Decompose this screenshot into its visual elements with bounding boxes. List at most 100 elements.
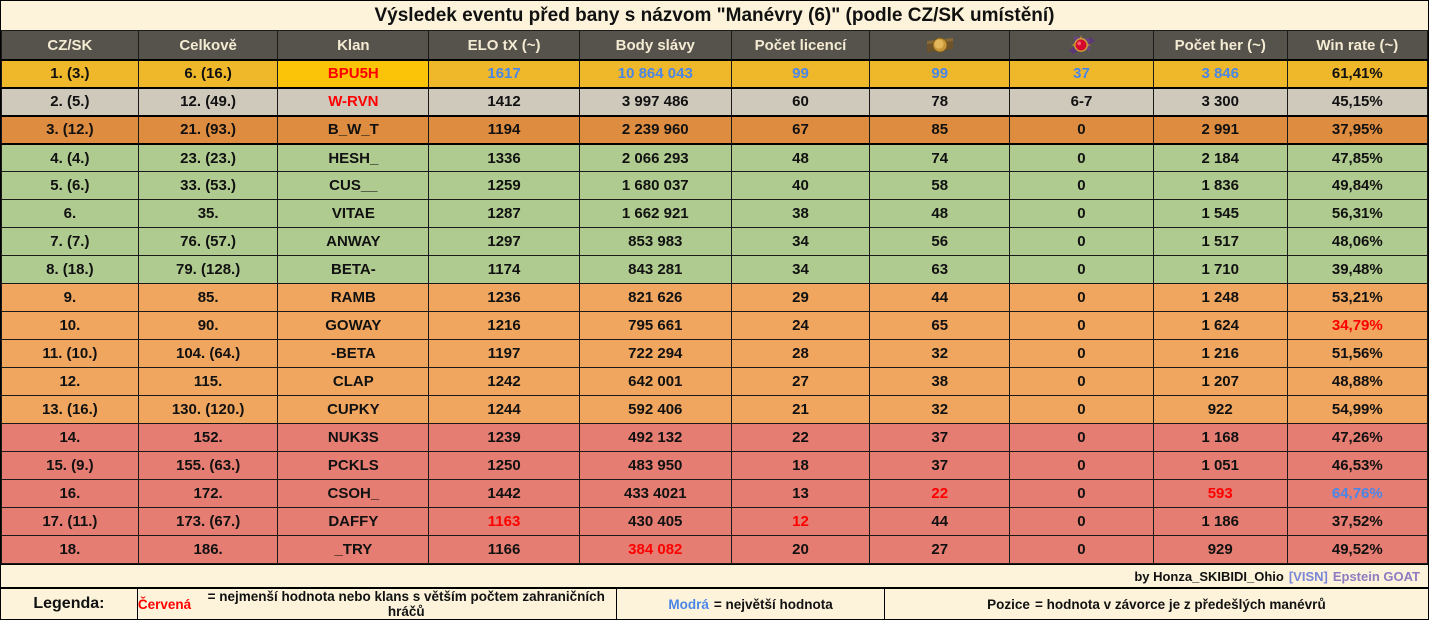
cell-pocet_licenci: 24 — [730, 311, 871, 341]
cell-celkove: 35. — [137, 199, 279, 229]
table-body: 1. (3.) 6. (16.) BPU5H 1617 10 864 043 99 99 37… — [1, 58, 1428, 565]
cell-ruby_medal: 6-7 — [1009, 86, 1154, 117]
table-row: 1. (3.) 6. (16.) BPU5H 1617 10 864 043 99 99 37… — [1, 58, 1428, 89]
cell-gold_medal: 85 — [869, 114, 1011, 145]
cell-ruby_medal: 0 — [1009, 255, 1154, 285]
cell-czsk: 3. (12.) — [1, 114, 139, 145]
cell-body_slavy: 1 680 037 — [578, 171, 732, 201]
cell-celkove: 76. (57.) — [137, 227, 279, 257]
cell-klan: DAFFY — [277, 507, 430, 537]
cell-elo_tx: 1174 — [428, 255, 580, 285]
gold-medal-icon — [869, 30, 1011, 61]
table-row: 16. 172. CSOH_ 1442 433 4021 13 22 0 593 64,76% — [1, 479, 1428, 509]
table-row: 13. (16.) 130. (120.) CUPKY 1244 592 406 21 32… — [1, 395, 1428, 425]
cell-celkove: 104. (64.) — [137, 339, 279, 369]
cell-elo_tx: 1412 — [428, 86, 580, 117]
cell-czsk: 13. (16.) — [1, 395, 139, 425]
cell-ruby_medal: 0 — [1009, 535, 1154, 565]
cell-pocet_licenci: 28 — [730, 339, 871, 369]
cell-czsk: 12. — [1, 367, 139, 397]
cell-body_slavy: 795 661 — [578, 311, 732, 341]
cell-czsk: 14. — [1, 423, 139, 453]
cell-ruby_medal: 0 — [1009, 283, 1154, 313]
cell-pocet_her: 1 168 — [1152, 423, 1288, 453]
cell-ruby_medal: 0 — [1009, 507, 1154, 537]
cell-klan: CLAP — [277, 367, 430, 397]
cell-elo_tx: 1250 — [428, 451, 580, 481]
cell-gold_medal: 65 — [869, 311, 1011, 341]
cell-elo_tx: 1239 — [428, 423, 580, 453]
column-header-czsk: CZ/SK — [1, 30, 139, 61]
cell-win_rate: 51,56% — [1286, 339, 1428, 369]
cell-ruby_medal: 0 — [1009, 339, 1154, 369]
cell-pocet_her: 1 051 — [1152, 451, 1288, 481]
cell-gold_medal: 56 — [869, 227, 1011, 257]
legend-blue-entry: Modrá = největší hodnota — [617, 589, 885, 619]
cell-celkove: 115. — [137, 367, 279, 397]
cell-win_rate: 49,84% — [1286, 171, 1428, 201]
cell-win_rate: 47,85% — [1286, 143, 1428, 173]
header-row: CZ/SK Celkově Klan ELO tX (~) Body slávy Poče… — [1, 30, 1428, 61]
cell-celkove: 130. (120.) — [137, 395, 279, 425]
cell-celkove: 12. (49.) — [137, 86, 279, 117]
cell-pocet_her: 3 300 — [1152, 86, 1288, 117]
cell-pocet_licenci: 48 — [730, 143, 871, 173]
table-row: 10. 90. GOWAY 1216 795 661 24 65 0 1 624 34,79% — [1, 311, 1428, 341]
cell-klan: NUK3S — [277, 423, 430, 453]
cell-czsk: 10. — [1, 311, 139, 341]
legend-blue-term: Modrá — [668, 596, 709, 612]
cell-klan: BETA- — [277, 255, 430, 285]
cell-body_slavy: 10 864 043 — [578, 58, 732, 89]
cell-ruby_medal: 0 — [1009, 451, 1154, 481]
cell-ruby_medal: 37 — [1009, 58, 1154, 89]
legend-label: Legenda: — [1, 589, 138, 619]
cell-czsk: 4. (4.) — [1, 143, 139, 173]
cell-ruby_medal: 0 — [1009, 114, 1154, 145]
legend-bar: Legenda: Červená = nejmenší hodnota nebo… — [1, 587, 1428, 619]
cell-czsk: 2. (5.) — [1, 86, 139, 117]
cell-win_rate: 54,99% — [1286, 395, 1428, 425]
cell-ruby_medal: 0 — [1009, 395, 1154, 425]
cell-ruby_medal: 0 — [1009, 367, 1154, 397]
cell-pocet_her: 929 — [1152, 535, 1288, 565]
credit-tag-goat: Epstein GOAT — [1332, 568, 1420, 584]
cell-czsk: 5. (6.) — [1, 171, 139, 201]
cell-pocet_her: 2 991 — [1152, 114, 1288, 145]
cell-klan: CUS__ — [277, 171, 430, 201]
cell-elo_tx: 1236 — [428, 283, 580, 313]
cell-ruby_medal: 0 — [1009, 199, 1154, 229]
cell-celkove: 33. (53.) — [137, 171, 279, 201]
cell-win_rate: 47,26% — [1286, 423, 1428, 453]
cell-elo_tx: 1166 — [428, 535, 580, 565]
cell-celkove: 173. (67.) — [137, 507, 279, 537]
cell-klan: BPU5H — [277, 58, 430, 89]
cell-body_slavy: 430 405 — [578, 507, 732, 537]
table-row: 17. (11.) 173. (67.) DAFFY 1163 430 405 12 44 0… — [1, 507, 1428, 537]
cell-elo_tx: 1216 — [428, 311, 580, 341]
cell-czsk: 15. (9.) — [1, 451, 139, 481]
legend-red-text: = nejmenší hodnota nebo klans s větším p… — [207, 589, 605, 619]
credit-bar: by Honza_SKIBIDI_Ohio [VISN] Epstein GOA… — [1, 564, 1428, 587]
cell-elo_tx: 1336 — [428, 143, 580, 173]
table-row: 18. 186. _TRY 1166 384 082 20 27 0 929 49,52% — [1, 535, 1428, 565]
cell-pocet_licenci: 34 — [730, 255, 871, 285]
cell-celkove: 79. (128.) — [137, 255, 279, 285]
legend-red-entry: Červená = nejmenší hodnota nebo klans s … — [138, 589, 618, 619]
legend-pozice-text: = hodnota v závorce je z předešlých mané… — [1034, 596, 1326, 612]
cell-elo_tx: 1242 — [428, 367, 580, 397]
cell-gold_medal: 37 — [869, 451, 1011, 481]
table-row: 7. (7.) 76. (57.) ANWAY 1297 853 983 34 56 0 1 5… — [1, 227, 1428, 257]
cell-win_rate: 53,21% — [1286, 283, 1428, 313]
cell-klan: VITAE — [277, 199, 430, 229]
cell-pocet_licenci: 34 — [730, 227, 871, 257]
cell-gold_medal: 99 — [869, 58, 1011, 89]
cell-gold_medal: 44 — [869, 283, 1011, 313]
cell-celkove: 85. — [137, 283, 279, 313]
cell-gold_medal: 63 — [869, 255, 1011, 285]
cell-pocet_her: 1 624 — [1152, 311, 1288, 341]
cell-gold_medal: 38 — [869, 367, 1011, 397]
table-row: 15. (9.) 155. (63.) PCKLS 1250 483 950 18 37 0 1… — [1, 451, 1428, 481]
table-row: 14. 152. NUK3S 1239 492 132 22 37 0 1 168 47,26% — [1, 423, 1428, 453]
cell-win_rate: 64,76% — [1286, 479, 1428, 509]
